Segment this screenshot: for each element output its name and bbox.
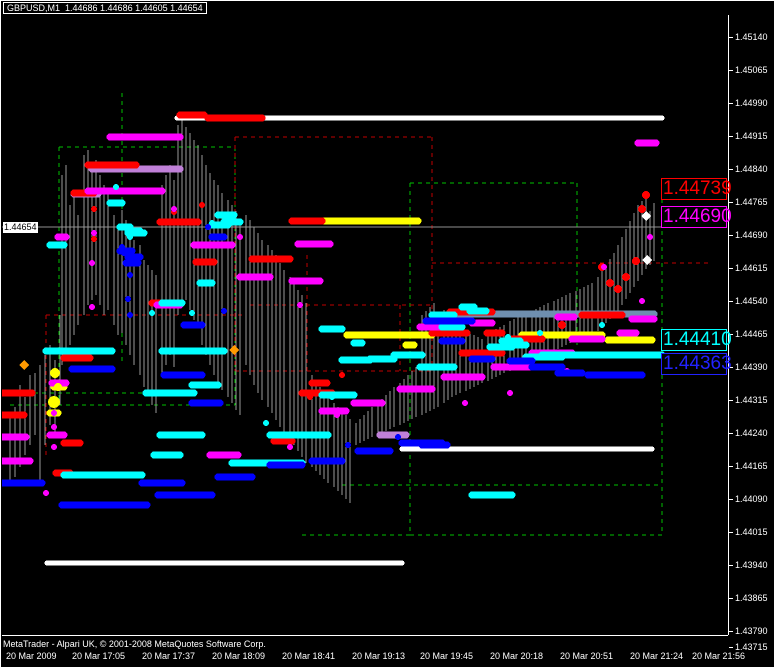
magenta-markers: [43, 206, 653, 496]
price-axis-label: 1.44240: [735, 428, 768, 438]
current-price-tag: 1.44654: [3, 222, 38, 233]
quote-bar: GBPUSD,M1 1.44686 1.44686 1.44605 1.4465…: [3, 2, 207, 14]
price-axis-label: 1.44390: [735, 362, 768, 372]
price-axis[interactable]: 1.45140 1.45065 1.44990 1.44915 1.44840 1.447…: [728, 15, 775, 652]
tick-mark: [729, 598, 733, 599]
quote-bar-text: GBPUSD,M1 1.44686 1.44686 1.44605 1.4465…: [7, 2, 203, 13]
price-axis-label: 1.44165: [735, 461, 768, 471]
price-axis-tick: 1.44090: [729, 495, 768, 504]
time-axis-label: 20 Mar 17:05: [72, 651, 126, 661]
price-axis-label: 1.44315: [735, 395, 768, 405]
tick-mark: [729, 367, 733, 368]
price-axis-label: 1.44465: [735, 329, 768, 339]
price-axis-tick: 1.44315: [729, 396, 768, 405]
price-axis-label: 1.45065: [735, 65, 768, 75]
price-axis-tick: 1.44240: [729, 429, 768, 438]
price-axis-tick: 1.44540: [729, 297, 768, 306]
price-axis-label: 1.43790: [735, 626, 768, 636]
price-axis-tick: 1.44015: [729, 528, 768, 537]
price-axis-label: 1.44990: [735, 98, 768, 108]
time-axis-label: 20 Mar 19:13: [352, 651, 406, 661]
price-label-value: 1.44739: [663, 178, 732, 199]
blue-level-bands: [2, 233, 646, 509]
time-axis[interactable]: 20 Mar 2009 20 Mar 17:05 20 Mar 17:37 20 Ma…: [2, 649, 775, 668]
diamond-markers: [19, 211, 652, 370]
tick-mark: [729, 235, 733, 236]
tick-mark: [729, 136, 733, 137]
time-axis-label: 20 Mar 17:37: [142, 651, 196, 661]
time-axis-label: 20 Mar 18:41: [282, 651, 336, 661]
price-axis-tick: 1.43940: [729, 561, 768, 570]
candlestick-wicks: [9, 115, 655, 503]
tick-mark: [729, 433, 733, 434]
time-axis-label: 20 Mar 2009: [6, 651, 57, 661]
price-axis-tick: 1.44615: [729, 264, 768, 273]
blue-markers: [119, 224, 401, 448]
price-axis-label: 1.43940: [735, 560, 768, 570]
tick-mark: [729, 334, 733, 335]
price-axis-tick: 1.44765: [729, 198, 768, 207]
price-axis-tick: 1.44840: [729, 165, 768, 174]
chart-plot-area[interactable]: [2, 15, 727, 635]
tick-mark: [729, 400, 733, 401]
tick-mark: [729, 103, 733, 104]
tick-mark: [729, 532, 733, 533]
star-markers: [48, 368, 62, 408]
time-axis-label: 20 Mar 20:18: [490, 651, 544, 661]
tick-mark: [729, 37, 733, 38]
bid-level-label: 1.44363: [661, 353, 732, 375]
price-axis-tick: 1.43715: [729, 643, 768, 652]
status-bar: MetaTrader - Alpari UK, © 2001-2008 Meta…: [3, 639, 266, 649]
price-label-value: 1.44410: [663, 329, 732, 350]
red-markers: [51, 191, 650, 408]
magenta-level-bands: [2, 133, 660, 465]
price-axis-label: 1.44015: [735, 527, 768, 537]
tick-mark: [729, 70, 733, 71]
time-axis-label: 20 Mar 20:51: [560, 651, 614, 661]
price-axis-label: 1.44840: [735, 164, 768, 174]
upper-band-label: 1.44690: [661, 206, 732, 228]
tick-mark: [729, 647, 733, 648]
ask-level-label: 1.44739: [661, 178, 732, 200]
price-axis-label: 1.44690: [735, 230, 768, 240]
time-axis-label: 20 Mar 19:45: [420, 651, 474, 661]
price-axis-tick: 1.45140: [729, 33, 768, 42]
lower-band-label: 1.44410: [661, 329, 732, 351]
price-axis-tick: 1.44390: [729, 363, 768, 372]
price-axis-label: 1.44915: [735, 131, 768, 141]
price-axis-tick: 1.44165: [729, 462, 768, 471]
tick-mark: [729, 268, 733, 269]
red-zone-rectangles: [45, 136, 712, 455]
price-axis-label: 1.44540: [735, 296, 768, 306]
price-axis-tick: 1.44990: [729, 99, 768, 108]
price-axis-tick: 1.43865: [729, 594, 768, 603]
price-axis-label: 1.44765: [735, 197, 768, 207]
price-axis-label: 1.45140: [735, 32, 768, 42]
tick-mark: [729, 631, 733, 632]
price-axis-label: 1.44090: [735, 494, 768, 504]
price-label-value: 1.44363: [663, 353, 732, 374]
tick-mark: [729, 202, 733, 203]
price-axis-tick: 1.44915: [729, 132, 768, 141]
price-axis-tick: 1.44465: [729, 330, 768, 339]
price-axis-label: 1.43865: [735, 593, 768, 603]
time-axis-label: 20 Mar 21:24: [630, 651, 684, 661]
tick-mark: [729, 169, 733, 170]
price-axis-tick: 1.43790: [729, 627, 768, 636]
tick-mark: [729, 301, 733, 302]
price-axis-tick: 1.45065: [729, 66, 768, 75]
x-axis-line: [2, 635, 728, 636]
tick-mark: [729, 466, 733, 467]
time-axis-label: 20 Mar 18:09: [212, 651, 266, 661]
tick-mark: [729, 565, 733, 566]
time-axis-label: 20 Mar 21:56: [692, 651, 746, 661]
tick-mark: [729, 499, 733, 500]
price-label-value: 1.44690: [663, 206, 732, 227]
price-axis-label: 1.43715: [735, 642, 768, 652]
price-axis-tick: 1.44690: [729, 231, 768, 240]
price-axis-label: 1.44615: [735, 263, 768, 273]
